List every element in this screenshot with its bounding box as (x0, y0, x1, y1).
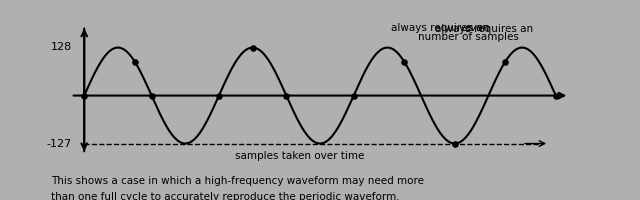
Point (550, 94, 561, 97)
Text: This shows a case in which a high-frequency waveform may need more: This shows a case in which a high-freque… (51, 176, 424, 186)
Text: 128: 128 (51, 42, 72, 52)
Point (147, 94, 157, 97)
Point (214, 94, 224, 97)
Point (281, 94, 291, 97)
Point (349, 94, 359, 97)
Text: always requires an: always requires an (391, 23, 492, 33)
Point (248, 46, 258, 49)
Text: than one full cycle to accurately reproduce the periodic waveform.: than one full cycle to accurately reprod… (51, 192, 400, 200)
Text: -127: -127 (47, 139, 72, 149)
Text: always requires an: always requires an (435, 24, 536, 34)
Point (500, 60, 510, 63)
Point (450, 142, 460, 145)
Point (399, 60, 410, 63)
Text: number of samples: number of samples (418, 32, 518, 42)
Point (130, 60, 140, 63)
Text: samples taken over time: samples taken over time (235, 151, 364, 161)
Point (79, 94, 90, 97)
Text: even: even (465, 23, 490, 33)
